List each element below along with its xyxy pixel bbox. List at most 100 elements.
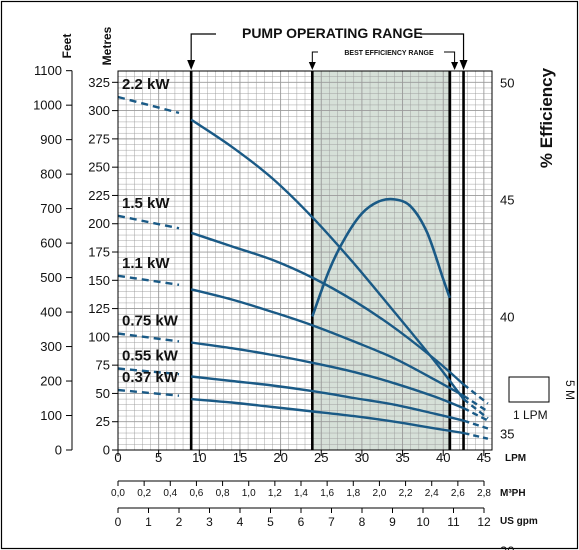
m3ph-tick-label: 1,0 bbox=[242, 488, 256, 499]
series-label: 1.1 kW bbox=[122, 255, 170, 272]
feet-tick-label: 800 bbox=[40, 167, 62, 182]
metres-tick-label: 325 bbox=[88, 75, 110, 90]
operating-bracket-right bbox=[420, 33, 465, 60]
lpm-axis-label: LPM bbox=[505, 453, 526, 464]
series-label: 0.75 kW bbox=[122, 312, 179, 329]
m3ph-tick-label: 1,6 bbox=[320, 488, 334, 499]
curve-dashed-start-0-37-kw bbox=[117, 388, 180, 397]
curve-dashed-end-0-37-kw bbox=[463, 431, 489, 440]
usgpm-tick-label: 4 bbox=[237, 515, 244, 529]
curve-dashed-end-0-55-kw bbox=[463, 419, 489, 430]
curve-dashed-start-1-1-kw bbox=[117, 274, 180, 286]
usgpm-tick-label: 5 bbox=[267, 515, 274, 529]
lpm-tick-label: 0 bbox=[114, 450, 121, 465]
efficiency-tick-label: 30 bbox=[500, 544, 514, 550]
arrowhead bbox=[459, 60, 468, 70]
m3ph-axis-label: M³PH bbox=[500, 488, 526, 499]
m3ph-tick-label: 2,2 bbox=[399, 488, 413, 499]
usgpm-tick-label: 8 bbox=[359, 515, 366, 529]
m3ph-tick-label: 1,2 bbox=[268, 488, 282, 499]
feet-tick-label: 900 bbox=[40, 132, 62, 147]
series-label: 2.2 kW bbox=[122, 76, 170, 93]
usgpm-tick-label: 9 bbox=[389, 515, 396, 529]
feet-tick-label: 400 bbox=[40, 305, 62, 320]
efficiency-axis-label: % Efficiency bbox=[537, 67, 556, 168]
chart-title: PUMP OPERATING RANGE bbox=[242, 25, 423, 41]
usgpm-tick-label: 10 bbox=[416, 515, 430, 529]
efficiency-bracket-left bbox=[311, 51, 318, 62]
series-label: 0.37 kW bbox=[122, 369, 179, 386]
lpm-tick-label: 15 bbox=[233, 450, 247, 465]
grid-scale-x-label: 1 LPM bbox=[513, 408, 548, 422]
metres-tick-label: 250 bbox=[88, 160, 110, 175]
efficiency-tick-label: 40 bbox=[500, 310, 514, 325]
efficiency-tick-label: 50 bbox=[500, 75, 514, 90]
m3ph-tick-label: 0,2 bbox=[137, 488, 151, 499]
lpm-tick-label: 25 bbox=[314, 450, 328, 465]
metres-tick-label: 100 bbox=[88, 329, 110, 344]
usgpm-tick-label: 12 bbox=[477, 515, 491, 529]
feet-tick-label: 300 bbox=[40, 339, 62, 354]
m3ph-tick-label: 0,0 bbox=[111, 488, 125, 499]
metres-tick-label: 50 bbox=[96, 386, 110, 401]
usgpm-axis-label: US gpm bbox=[500, 516, 538, 527]
metres-tick-label: 275 bbox=[88, 131, 110, 146]
curve-1-5-kw bbox=[190, 231, 465, 386]
usgpm-tick-label: 0 bbox=[115, 515, 122, 529]
usgpm-tick-label: 1 bbox=[145, 515, 152, 529]
m3ph-tick-label: 0,8 bbox=[216, 488, 230, 499]
arrowhead bbox=[308, 62, 316, 70]
m3ph-tick-label: 1,8 bbox=[346, 488, 360, 499]
lpm-tick-label: 10 bbox=[192, 450, 206, 465]
metres-tick-label: 150 bbox=[88, 273, 110, 288]
usgpm-tick-label: 3 bbox=[206, 515, 213, 529]
curve-1-1-kw bbox=[190, 288, 465, 397]
usgpm-tick-label: 7 bbox=[328, 515, 335, 529]
feet-tick-label: 200 bbox=[40, 374, 62, 389]
metres-tick-label: 125 bbox=[88, 301, 110, 316]
lpm-tick-label: 35 bbox=[395, 450, 409, 465]
lpm-tick-label: 45 bbox=[477, 450, 491, 465]
curve-dashed-start-0-55-kw bbox=[117, 367, 180, 376]
metres-tick-label: 25 bbox=[96, 414, 110, 429]
feet-axis-label: Feet bbox=[60, 34, 74, 59]
lpm-tick-label: 30 bbox=[355, 450, 369, 465]
efficiency-curve bbox=[311, 197, 451, 317]
feet-tick-label: 700 bbox=[40, 201, 62, 216]
lpm-tick-label: 40 bbox=[436, 450, 450, 465]
feet-tick-label: 600 bbox=[40, 236, 62, 251]
feet-tick-label: 500 bbox=[40, 270, 62, 285]
m3ph-tick-label: 2,8 bbox=[477, 488, 491, 499]
metres-tick-label: 0 bbox=[103, 443, 110, 458]
plot-border bbox=[117, 70, 493, 451]
m3ph-tick-label: 2,6 bbox=[451, 488, 465, 499]
metres-tick-label: 75 bbox=[96, 358, 110, 373]
series-label: 1.5 kW bbox=[122, 195, 170, 212]
m3ph-tick-label: 2,0 bbox=[372, 488, 386, 499]
curve-dashed-start-1-5-kw bbox=[117, 214, 180, 230]
curve-dashed-start-0-75-kw bbox=[117, 332, 180, 343]
feet-tick-label: 1100 bbox=[34, 63, 62, 78]
usgpm-tick-label: 2 bbox=[176, 515, 183, 529]
metres-tick-label: 175 bbox=[88, 245, 110, 260]
metres-tick-label: 300 bbox=[88, 103, 110, 118]
curve-dashed-end-1-1-kw bbox=[462, 394, 489, 413]
arrowhead bbox=[187, 60, 196, 70]
curve-dashed-end-0-75-kw bbox=[462, 407, 489, 422]
metres-axis-label: Metres bbox=[100, 26, 114, 65]
curve-dashed-end-1-5-kw bbox=[462, 383, 489, 405]
m3ph-tick-label: 2,4 bbox=[425, 488, 439, 499]
series-label: 0.55 kW bbox=[122, 348, 179, 365]
m3ph-tick-label: 0,4 bbox=[163, 488, 177, 499]
curve-dashed-start-2-2-kw bbox=[117, 95, 180, 115]
operating-bracket-left bbox=[190, 33, 216, 60]
feet-tick-label: 1000 bbox=[33, 98, 62, 113]
curve-0-75-kw bbox=[191, 341, 464, 410]
grid-scale-box bbox=[508, 376, 550, 403]
usgpm-tick-label: 6 bbox=[298, 515, 305, 529]
usgpm-tick-label: 11 bbox=[447, 515, 460, 529]
curve-dashed-end-2-2-kw bbox=[462, 398, 489, 420]
m3ph-tick-label: 1,4 bbox=[294, 488, 308, 499]
